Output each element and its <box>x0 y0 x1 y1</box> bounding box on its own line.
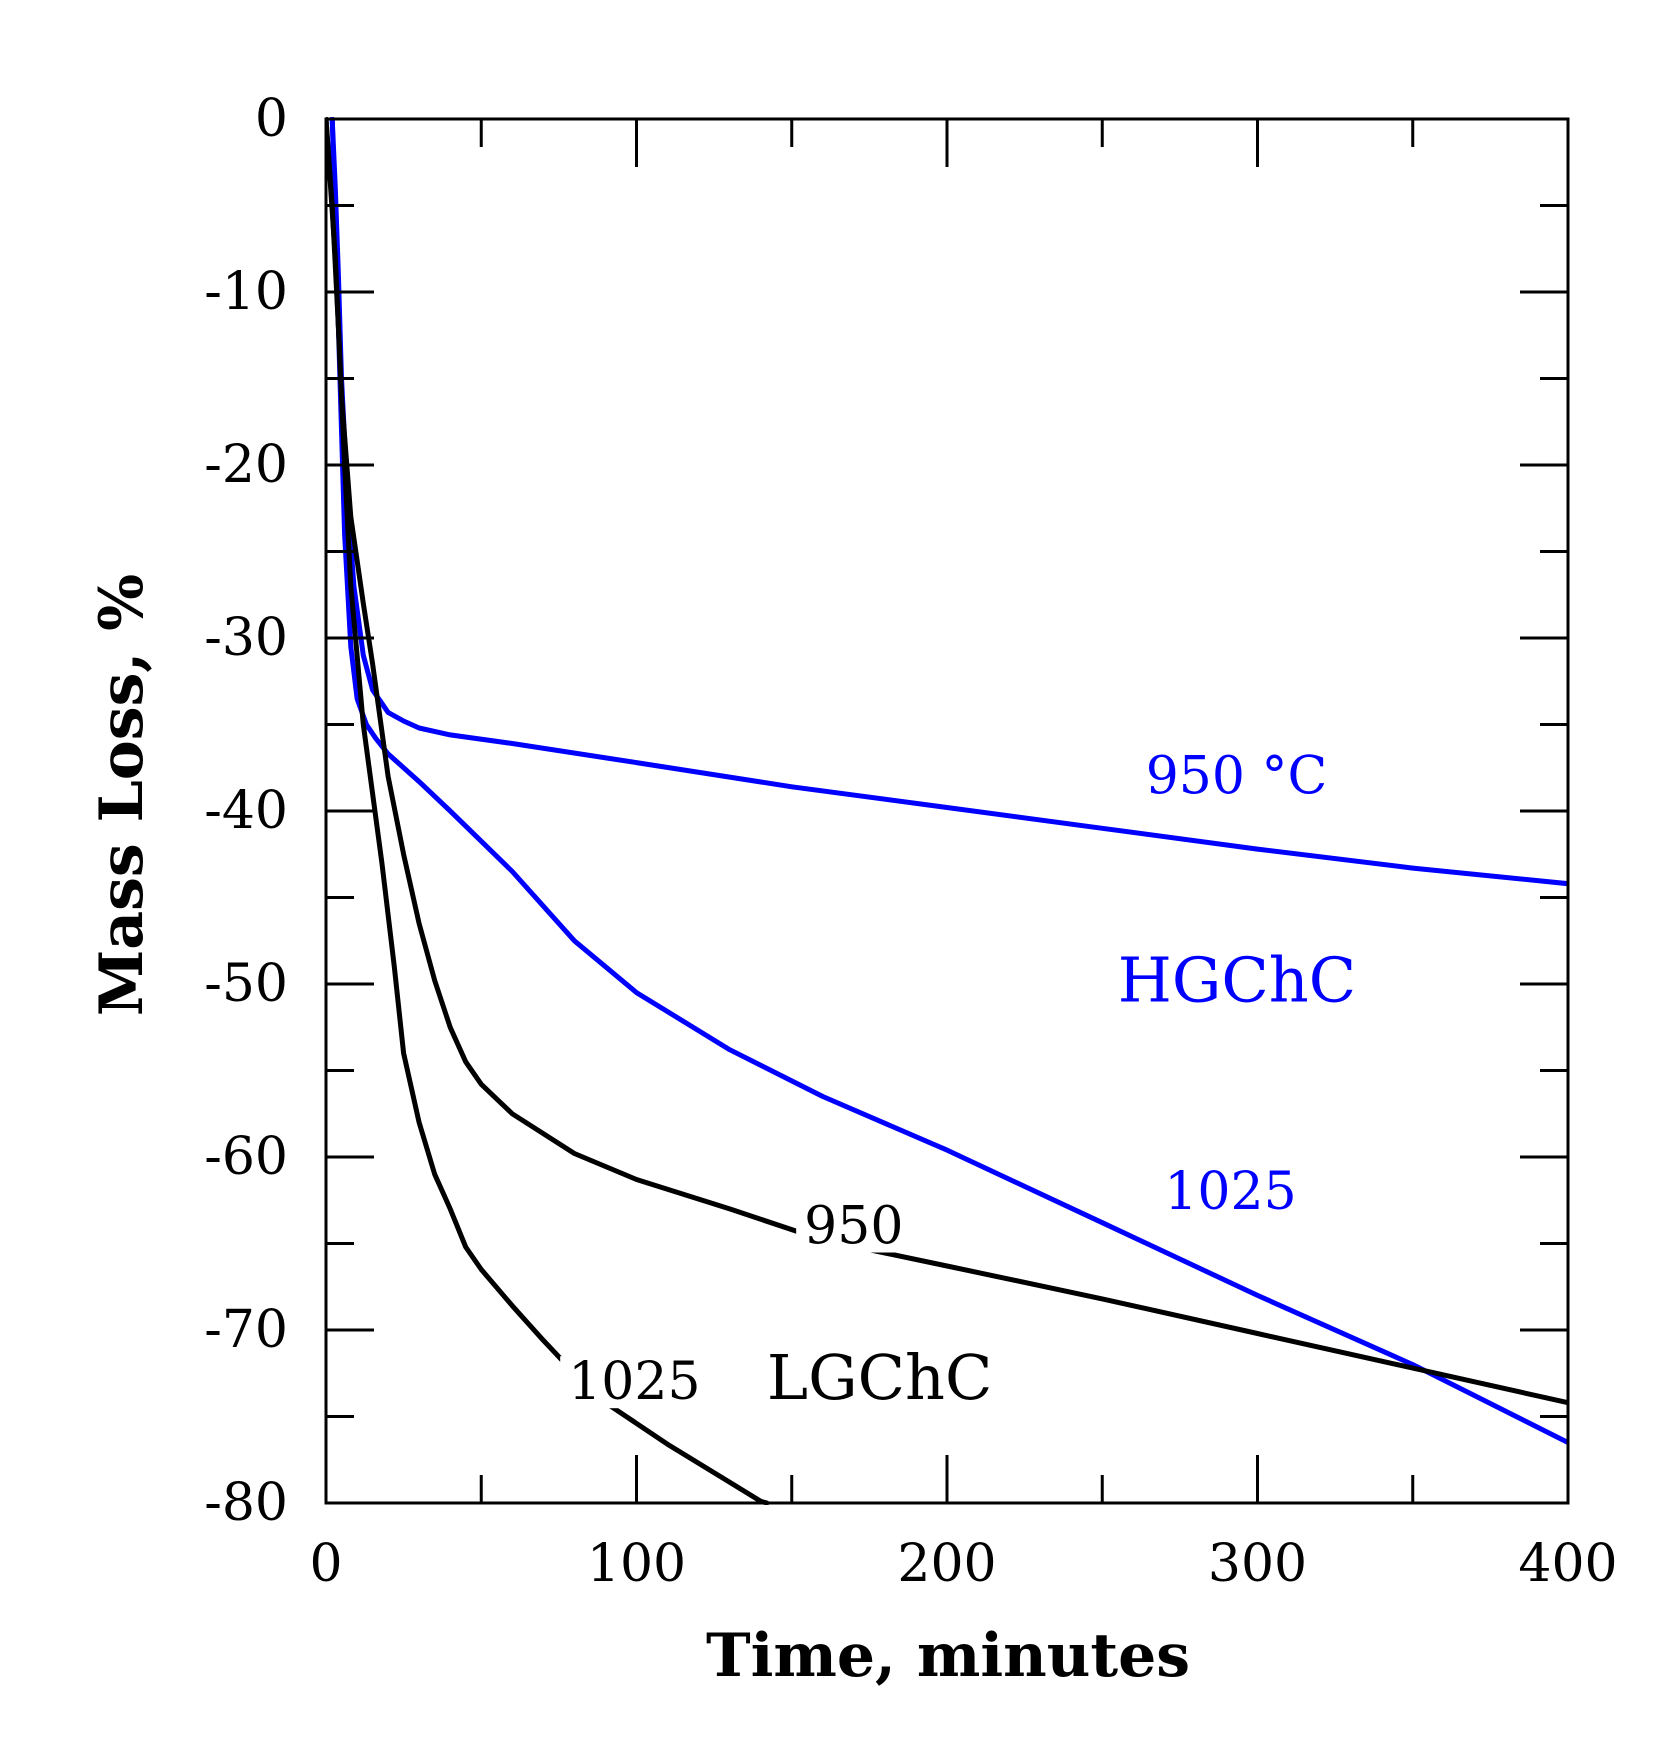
annotation-backing-5 <box>560 1356 709 1409</box>
axes-layer: 0 100 200 300 400 0 -10 -20 -30 -40 -50 -60 -70 -80 <box>204 89 1617 1594</box>
y-tick-label: -10 <box>204 262 288 322</box>
annotation-5: 1025 <box>568 1352 700 1412</box>
x-tick-label: 200 <box>897 1534 996 1594</box>
annotation-6: LGChC <box>767 1341 993 1414</box>
annotation-backing-1 <box>1137 750 1336 803</box>
annotation-backing-4 <box>796 1200 912 1253</box>
x-tick-label: 400 <box>1518 1534 1617 1594</box>
y-tick-label: -20 <box>204 435 288 495</box>
x-axis-title: Time, minutes <box>706 1621 1190 1691</box>
x-tick-label: 100 <box>587 1534 686 1594</box>
x-tick-label: 300 <box>1208 1534 1307 1594</box>
x-tick-label: 0 <box>309 1534 342 1594</box>
y-tick-label: -50 <box>204 954 288 1014</box>
series-line-4 <box>326 117 770 1505</box>
series-line-2 <box>329 117 1568 1445</box>
y-axis-title: Mass Loss, % <box>87 574 157 1016</box>
y-tick-label: -80 <box>204 1473 288 1533</box>
y-tick-label: -30 <box>204 608 288 668</box>
annotation-4: 950 <box>804 1197 903 1257</box>
series-line-3 <box>326 117 1568 1406</box>
plot-frame <box>324 117 1570 1505</box>
annotation-layer: 950 °C HGChC 1025 950 1025 LGChC <box>560 747 1356 1414</box>
series-layer <box>326 117 1568 1505</box>
annotation-backing-3 <box>1156 1165 1305 1218</box>
series-line-1 <box>329 117 1568 887</box>
annotation-2: HGChC <box>1118 943 1356 1016</box>
y-tick-label: -40 <box>204 781 288 841</box>
y-tick-label: -70 <box>204 1300 288 1360</box>
annotation-1: 950 °C <box>1146 747 1328 807</box>
y-tick-label: -60 <box>204 1127 288 1187</box>
y-tick-label: 0 <box>255 89 288 149</box>
annotation-3: 1025 <box>1164 1162 1296 1222</box>
